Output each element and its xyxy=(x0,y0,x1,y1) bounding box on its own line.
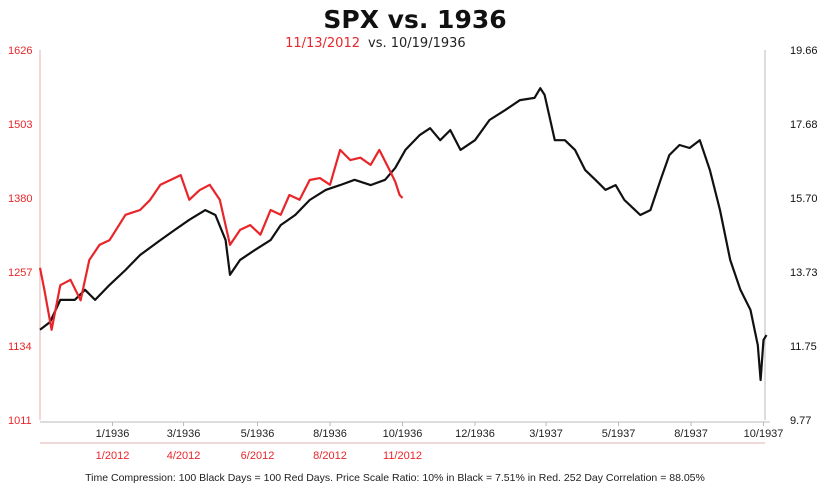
left-axis-tick-label: 1257 xyxy=(8,267,32,279)
subtitle-red-date: 11/13/2012 xyxy=(285,36,360,51)
x-tick-label-black: 3/1937 xyxy=(529,428,563,440)
right-axis-tick-label: 19.66 xyxy=(790,45,818,57)
x-tick-label-red: 6/2012 xyxy=(241,450,275,462)
x-tick-label-black: 8/1937 xyxy=(674,428,708,440)
right-axis-tick-label: 15.70 xyxy=(790,193,818,205)
series-lines xyxy=(38,87,768,382)
right-axis-tick-label: 9.77 xyxy=(790,415,811,427)
x-tick-label-red: 8/2012 xyxy=(313,450,347,462)
left-axis-tick-label: 1011 xyxy=(8,415,32,427)
axes: 1011 1134 1257 1380 1503 1626 9.77 11.75 13.73 15… xyxy=(8,45,818,444)
x-tick-label-black: 10/1937 xyxy=(744,428,784,440)
left-axis-tick-label: 1626 xyxy=(8,45,32,57)
left-axis-tick-label: 1134 xyxy=(8,341,32,353)
x-tick-label-red: 11/2012 xyxy=(383,450,422,462)
left-axis-tick-label: 1503 xyxy=(8,119,32,131)
chart-title: SPX vs. 1936 xyxy=(323,5,506,34)
x-tick-labels: 1/1936 3/1936 5/1936 8/1936 10/1936 12/1936 3/… xyxy=(96,422,784,462)
series-line-2012 xyxy=(38,148,404,331)
x-tick-label-red: 1/2012 xyxy=(96,450,130,462)
x-tick-label-red: 4/2012 xyxy=(167,450,201,462)
right-axis-tick-label: 17.68 xyxy=(790,119,818,131)
right-axis-tick-label: 11.75 xyxy=(790,341,817,353)
x-tick-label-black: 10/1936 xyxy=(383,428,423,440)
x-tick-label-black: 1/1936 xyxy=(96,428,130,440)
series-line-1936 xyxy=(39,87,768,382)
x-tick-label-black: 5/1937 xyxy=(602,428,636,440)
x-tick-label-black: 3/1936 xyxy=(167,428,201,440)
right-axis-tick-label: 13.73 xyxy=(790,267,818,279)
left-axis-tick-label: 1380 xyxy=(8,193,32,205)
x-tick-label-black: 12/1936 xyxy=(455,428,495,440)
x-tick-label-black: 5/1936 xyxy=(241,428,275,440)
subtitle-black-date: vs. 10/19/1936 xyxy=(368,36,466,51)
x-tick-label-black: 8/1936 xyxy=(313,428,347,440)
footnote: Time Compression: 100 Black Days = 100 R… xyxy=(85,472,705,484)
